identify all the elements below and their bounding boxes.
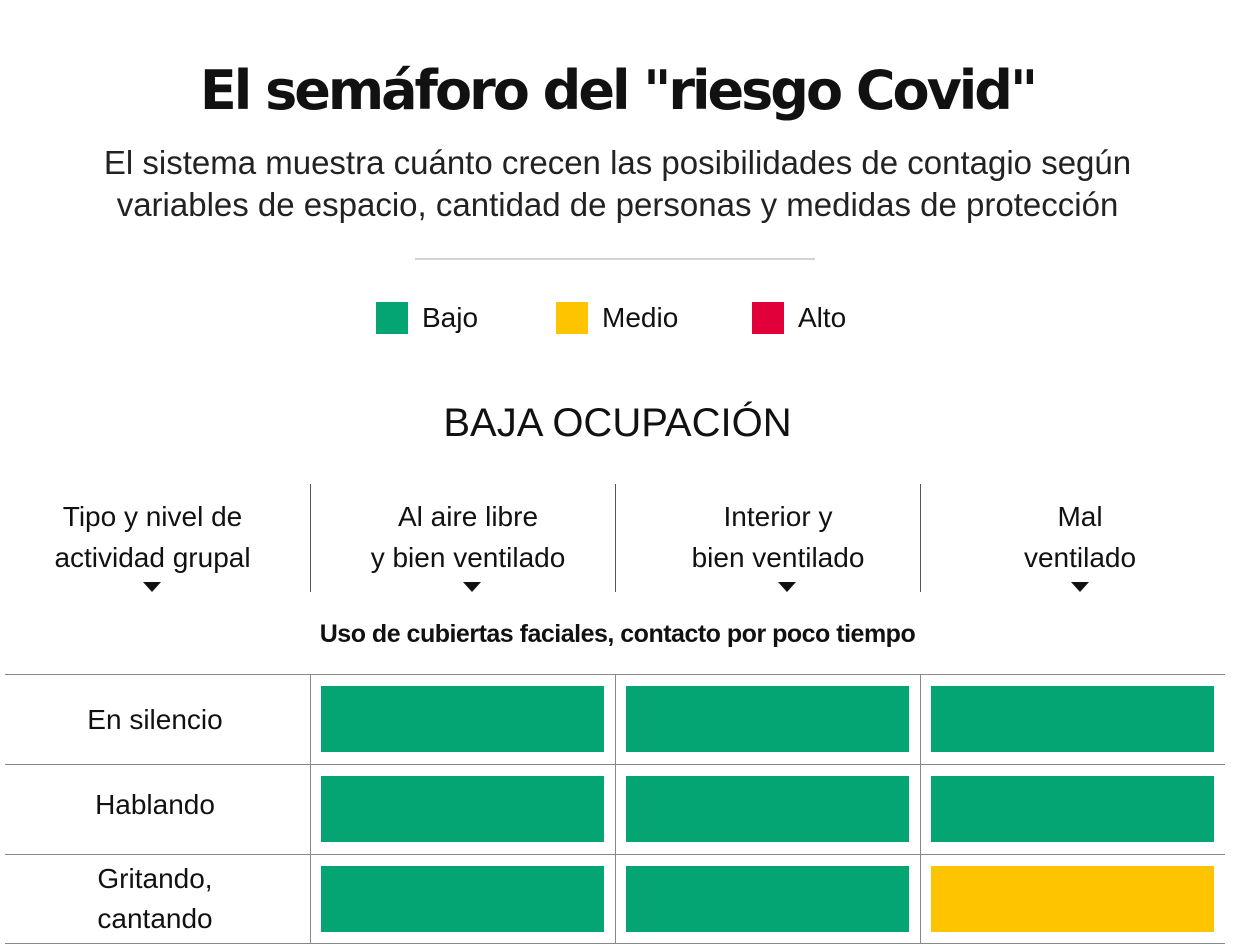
chevron-down-icon [1071, 582, 1089, 592]
heatmap-cell-bajo [321, 686, 604, 752]
legend-label-medio: Medio [602, 302, 679, 333]
heatmap-cell-bajo [626, 866, 909, 932]
column-header-line: ventilado [1023, 542, 1137, 573]
heatmap-cell-medio [931, 866, 1214, 932]
column-header-line: y bien ventilado [370, 542, 566, 573]
legend-swatch-bajo [376, 302, 408, 334]
column-divider [920, 674, 921, 944]
chart-title: El semáforo del "riesgo Covid" [199, 59, 1038, 122]
legend-label-bajo: Bajo [422, 302, 479, 333]
column-header-line: bien ventilado [691, 542, 865, 573]
heatmap-cell-bajo [626, 686, 909, 752]
legend-label-alto: Alto [798, 302, 847, 333]
column-header-line: Mal [1057, 501, 1103, 532]
column-header-poor-ventilation: Mal ventilado [930, 496, 1230, 578]
heatmap-cell-bajo [931, 686, 1214, 752]
column-divider [615, 674, 616, 944]
chevron-down-icon [143, 582, 161, 592]
legend: Bajo Medio Alto [0, 298, 1235, 338]
legend-swatch-medio [556, 302, 588, 334]
section-heading: BAJA OCUPACIÓN [443, 401, 792, 445]
row-label-line: En silencio [87, 703, 223, 735]
column-header-line: Tipo y nivel de [62, 501, 243, 532]
column-header-indoor: Interior y bien ventilado [628, 496, 928, 578]
row-label-shouting: Gritando, cantando [5, 855, 305, 943]
column-header-line: Al aire libre [397, 501, 539, 532]
row-label-line: cantando [97, 903, 213, 934]
legend-item-bajo: Bajo [376, 298, 478, 338]
chevron-down-icon [463, 582, 481, 592]
legend-item-medio: Medio [556, 298, 678, 338]
column-header-line: actividad grupal [54, 542, 251, 573]
title-divider [415, 258, 815, 260]
condition-label: Uso de cubiertas faciales, contacto por … [319, 620, 916, 648]
heatmap-cell-bajo [321, 866, 604, 932]
column-header-activity: Tipo y nivel de actividad grupal [5, 496, 300, 578]
column-separator [310, 484, 311, 592]
row-label-talking: Hablando [5, 765, 305, 844]
heatmap-cell-bajo [626, 776, 909, 842]
column-separator [615, 484, 616, 592]
column-header-line: Interior y [723, 501, 833, 532]
row-label-silence: En silencio [5, 675, 305, 764]
column-divider [310, 674, 311, 944]
heatmap-cell-bajo [931, 776, 1214, 842]
row-label-line: Hablando [95, 788, 215, 820]
chevron-down-icon [778, 582, 796, 592]
row-label-line: Gritando, [97, 863, 213, 894]
column-separator [920, 484, 921, 592]
legend-item-alto: Alto [752, 298, 846, 338]
column-header-outdoor: Al aire libre y bien ventilado [318, 496, 618, 578]
legend-swatch-alto [752, 302, 784, 334]
chart-subtitle: El sistema muestra cuánto crecen las pos… [103, 144, 1132, 223]
heatmap-cell-bajo [321, 776, 604, 842]
